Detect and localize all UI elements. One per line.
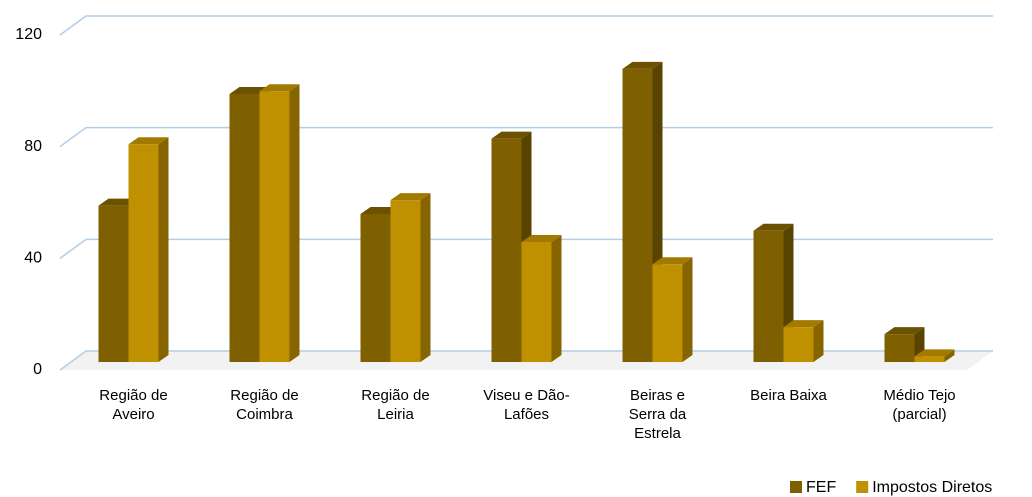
x-tick-label: Beira Baixa	[750, 387, 827, 404]
bar-top	[914, 349, 955, 357]
bar-front	[128, 144, 159, 362]
bar-front	[622, 68, 653, 362]
bar-front	[360, 214, 391, 362]
bar-side	[551, 234, 562, 362]
bar-front	[98, 205, 129, 362]
bar-front	[229, 94, 260, 362]
bar-top	[783, 320, 824, 328]
bar-front	[259, 91, 290, 362]
bar	[753, 223, 794, 362]
x-tick-label: Beiras e Serra da Estrela	[628, 387, 687, 442]
bar-front	[884, 334, 915, 362]
bar-front	[652, 264, 683, 362]
bar-front	[491, 138, 522, 362]
bar-top	[652, 257, 693, 265]
bar-front	[390, 200, 421, 362]
legend-swatch	[790, 481, 802, 493]
grid-line	[59, 238, 993, 259]
bar	[521, 234, 562, 362]
bar-top	[622, 61, 663, 69]
bar	[128, 137, 169, 362]
bar-top	[753, 223, 794, 231]
bar-top	[259, 84, 300, 92]
bar	[783, 320, 824, 362]
bar-side	[158, 137, 169, 362]
bar-side	[420, 193, 431, 362]
grid-line	[59, 126, 993, 148]
bar-top	[491, 131, 532, 139]
grid-line	[59, 15, 993, 36]
bar-top	[884, 327, 925, 335]
bar-side	[682, 257, 693, 362]
bar	[652, 257, 693, 362]
x-tick-label: Região de Aveiro	[99, 387, 168, 423]
bar-side	[944, 349, 955, 362]
x-tick-label: Região de Leiria	[361, 387, 430, 423]
bar-front	[521, 241, 552, 362]
y-tick-label: 40	[24, 250, 42, 267]
y-tick-label: 0	[33, 361, 42, 378]
y-tick-label: 120	[15, 26, 42, 43]
y-tick-label: 80	[24, 138, 42, 155]
bar	[914, 349, 955, 362]
bar-side	[813, 320, 824, 362]
legend-label: Impostos Diretos	[872, 479, 992, 496]
bar-top	[128, 137, 169, 145]
x-tick-label: Viseu e Dão-Lafões	[483, 387, 570, 423]
legend-swatch	[856, 481, 869, 493]
bar-top	[521, 234, 562, 242]
bar-side	[289, 84, 300, 362]
bar-front	[783, 327, 814, 362]
legend-label: FEF	[806, 479, 836, 496]
bar-front	[753, 230, 784, 362]
bar-top	[390, 193, 431, 201]
bar-front	[914, 356, 945, 362]
x-tick-label: Médio Tejo (parcial)	[883, 387, 956, 423]
bar	[259, 84, 300, 362]
bar	[390, 193, 431, 362]
x-tick-label: Região de Coimbra	[230, 387, 299, 423]
